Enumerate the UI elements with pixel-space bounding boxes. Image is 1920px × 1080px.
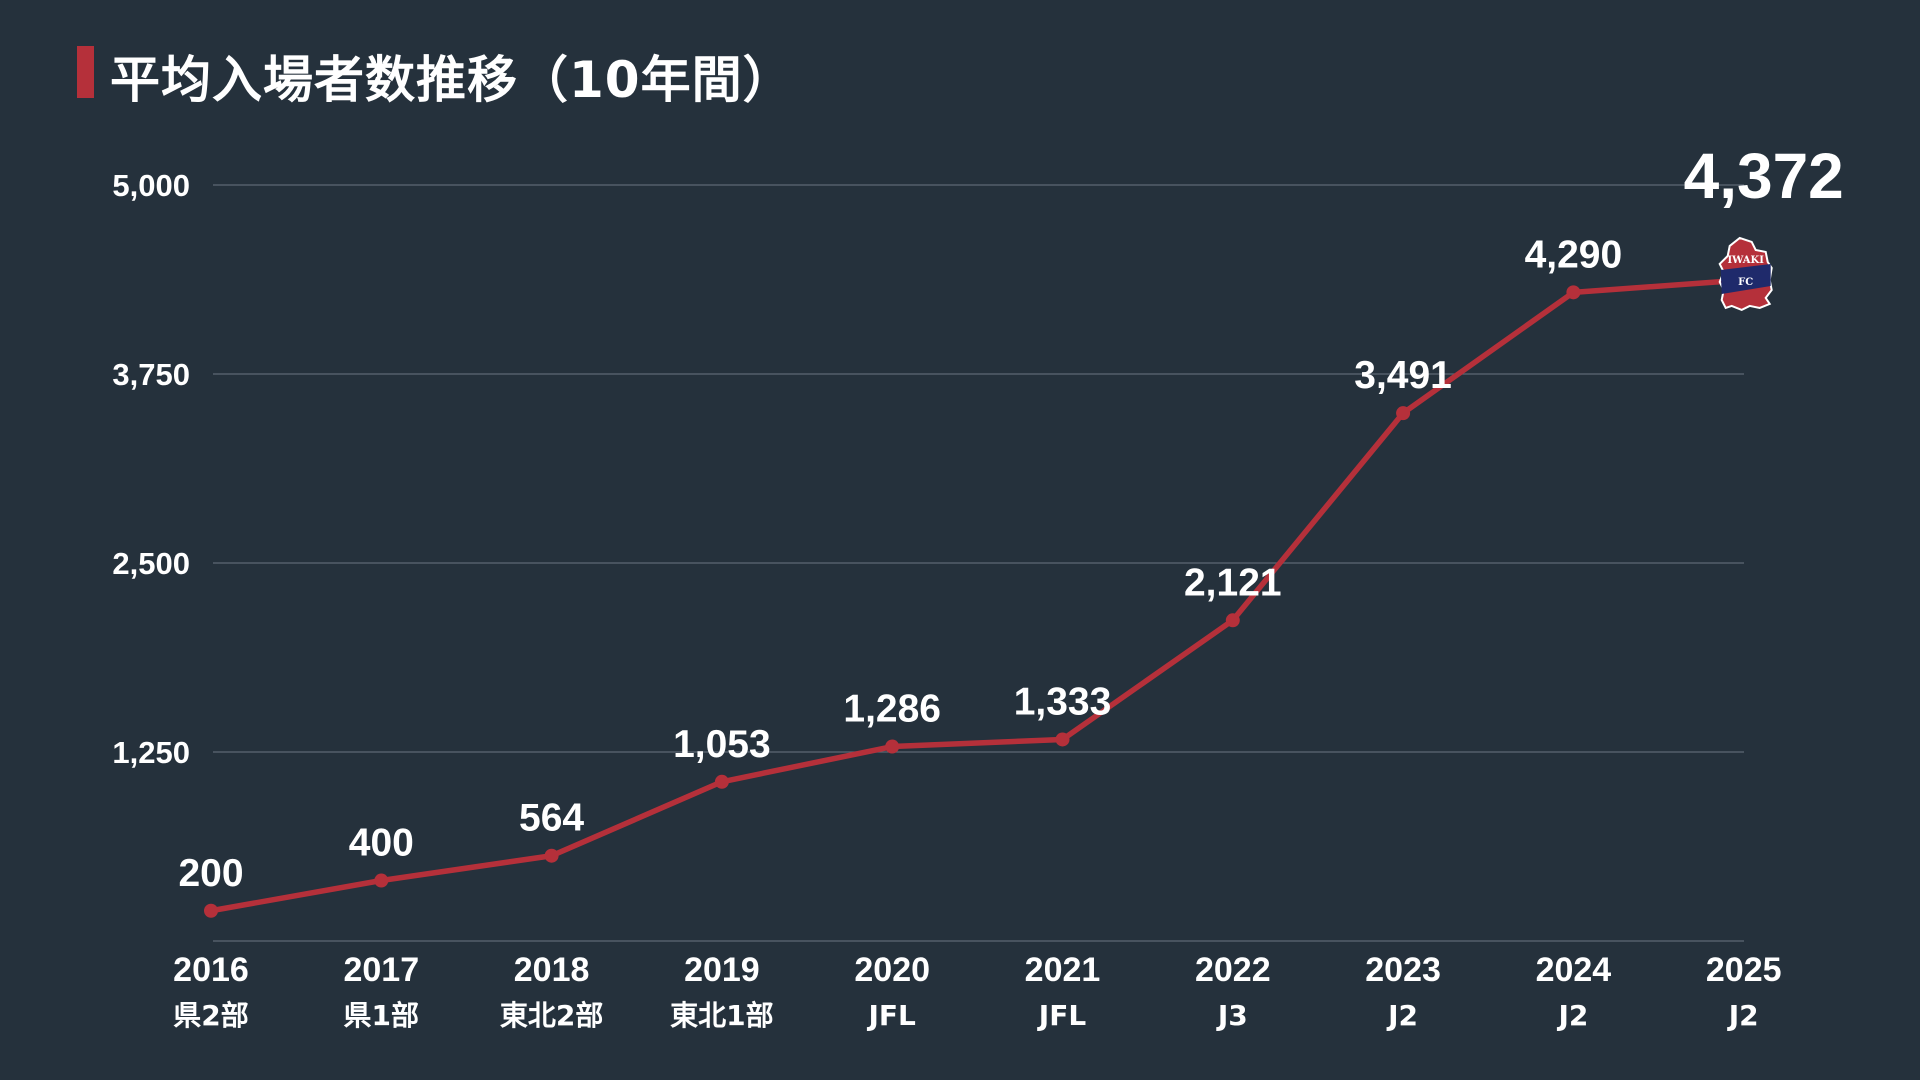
data-label: 3,491 [1354, 354, 1452, 397]
data-labels: 200 400 564 1,053 1,286 1,333 2,121 3,491 4,290 4… [178, 140, 1843, 895]
x-tick-year-label: 2018 [514, 951, 590, 989]
x-tick-year-label: 2024 [1536, 951, 1612, 989]
x-tick-league-label: J2 [1727, 999, 1759, 1032]
data-point [1566, 285, 1581, 300]
x-tick-league-label: J3 [1216, 999, 1248, 1032]
grid-layer [213, 184, 1744, 942]
data-point [1055, 732, 1070, 747]
x-tick-league-label: J2 [1386, 999, 1418, 1032]
data-label: 2,121 [1184, 561, 1282, 604]
y-axis-ticks: 1,250 2,500 3,750 5,000 [112, 168, 190, 770]
x-tick-league-label: 東北1部 [670, 999, 773, 1032]
data-point [374, 873, 389, 888]
title-accent-bar [77, 46, 94, 98]
x-tick-league-label: 東北2部 [500, 999, 603, 1032]
data-label: 564 [519, 797, 584, 840]
data-label: 1,053 [673, 723, 771, 766]
x-tick-league-label: 県2部 [173, 999, 248, 1032]
data-point [1396, 406, 1411, 421]
x-tick-league-label: J2 [1556, 999, 1588, 1032]
data-label: 200 [178, 852, 243, 895]
x-tick-year-label: 2023 [1365, 951, 1441, 989]
x-tick-year-label: 2017 [343, 951, 419, 989]
y-tick-label: 2,500 [112, 546, 190, 581]
x-tick-league-label: 県1部 [344, 999, 419, 1032]
data-point [714, 774, 729, 789]
x-tick-league-label: JFL [1037, 999, 1087, 1032]
x-tick-year-label: 2019 [684, 951, 760, 989]
x-tick-year-label: 2020 [854, 951, 930, 989]
series-line [208, 277, 1747, 914]
data-label: 1,333 [1014, 680, 1112, 723]
crest-band [1720, 263, 1771, 294]
crest-text-bottom: FC [1738, 277, 1753, 288]
data-point [1225, 613, 1240, 628]
data-label: 400 [349, 822, 414, 865]
series-layer: IWAKI FC [204, 236, 1773, 918]
x-tick-league-label: JFL [867, 999, 917, 1032]
x-tick-year-label: 2022 [1195, 951, 1271, 989]
data-label-final: 4,372 [1684, 140, 1844, 212]
x-tick-year-label: 2016 [173, 951, 249, 989]
data-point [204, 903, 218, 918]
y-tick-label: 5,000 [112, 168, 190, 203]
chart-title: 平均入場者数推移（10年間） [110, 51, 794, 109]
data-point [544, 848, 559, 863]
crest-text-top: IWAKI [1727, 255, 1764, 266]
data-label: 4,290 [1525, 233, 1623, 276]
data-label: 1,286 [843, 688, 941, 731]
y-tick-label: 1,250 [112, 735, 190, 770]
iwaki-fc-crest-icon: IWAKI FC [1718, 236, 1773, 312]
x-axis-ticks: 2016 県2部 2017 県1部 2018 東北2部 2019 東北1部 2020 JFL 202… [173, 951, 1781, 1032]
data-point [885, 739, 900, 754]
x-tick-year-label: 2021 [1025, 951, 1101, 989]
y-tick-label: 3,750 [112, 357, 190, 392]
x-tick-year-label: 2025 [1706, 951, 1782, 989]
